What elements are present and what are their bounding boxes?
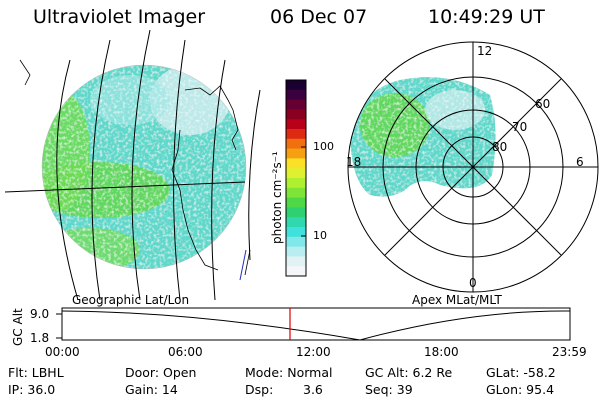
colorbar-swatch [286, 197, 306, 208]
polar-mlt-6: 6 [576, 155, 584, 169]
polar-caption: Apex MLat/MLT [412, 293, 502, 307]
colorbar-swatch [286, 158, 306, 169]
colorbar-swatch [286, 246, 306, 257]
polar-lat-60: 60 [535, 97, 551, 111]
colorbar-swatch [286, 89, 306, 101]
colorbar-swatch [286, 119, 306, 130]
geographic-map [4, 29, 261, 301]
colorbar-swatch [286, 187, 306, 199]
altitude-tick-1-8: 1.8 [30, 331, 50, 345]
glon-info: GLon: 95.4 [486, 382, 555, 397]
colorbar-swatch [286, 168, 306, 179]
door-info: Door: Open [125, 365, 197, 380]
colorbar-swatch [286, 236, 306, 248]
gain-info: Gain: 14 [125, 382, 178, 397]
ip-info: IP: 36.0 [8, 382, 56, 397]
time-tick-0000: 00:00 [45, 345, 80, 359]
altitude-axis-label: GC Alt [11, 308, 25, 346]
colorbar-swatch [286, 178, 306, 189]
colorbar-swatch [286, 207, 306, 218]
time-tick-0600: 06:00 [168, 345, 203, 359]
polar-mlt-0: 0 [469, 276, 477, 290]
colorbar-swatch [286, 129, 306, 140]
polar-mlt-18: 18 [346, 155, 362, 169]
dsp-value: 3.6 [303, 382, 323, 397]
time-tick-1200: 12:00 [296, 345, 331, 359]
glat-info: GLat: -58.2 [486, 365, 556, 380]
gc-alt-info: GC Alt: 6.2 Re [365, 365, 453, 380]
polar-mlt-12: 12 [477, 44, 493, 58]
colorbar-tick-10: 10 [313, 229, 327, 242]
time-tick-1800: 18:00 [424, 345, 459, 359]
colorbar [285, 79, 307, 277]
colorbar-swatch [286, 138, 306, 150]
filter-info: Flt: LBHL [8, 365, 64, 380]
colorbar-swatch [286, 109, 306, 120]
colorbar-swatch [286, 99, 306, 110]
geographic-caption: Geographic Lat/Lon [72, 293, 190, 307]
polar-lat-70: 70 [512, 120, 528, 134]
mode-info: Mode: Normal [245, 365, 333, 380]
polar-plot [347, 41, 599, 293]
colorbar-swatch [286, 256, 306, 267]
instrument-title: Ultraviolet Imager [33, 6, 206, 28]
colorbar-swatch [286, 266, 306, 277]
date-label: 06 Dec 07 [270, 6, 368, 28]
altitude-panel [56, 307, 571, 341]
colorbar-unit-label: photon cm⁻²s⁻¹ [270, 151, 284, 244]
colorbar-swatch [286, 217, 306, 228]
dsp-label: Dsp: [245, 382, 274, 397]
colorbar-swatch [286, 148, 306, 159]
time-tick-2359: 23:59 [552, 345, 587, 359]
time-label: 10:49:29 UT [428, 6, 545, 28]
colorbar-swatch [286, 227, 306, 238]
colorbar-swatch [286, 80, 306, 91]
seq-info: Seq: 39 [365, 382, 413, 397]
polar-lat-80: 80 [492, 140, 508, 154]
colorbar-tick-100: 100 [313, 140, 334, 153]
colorbar-frame [285, 79, 307, 277]
altitude-tick-9: 9.0 [30, 307, 50, 321]
